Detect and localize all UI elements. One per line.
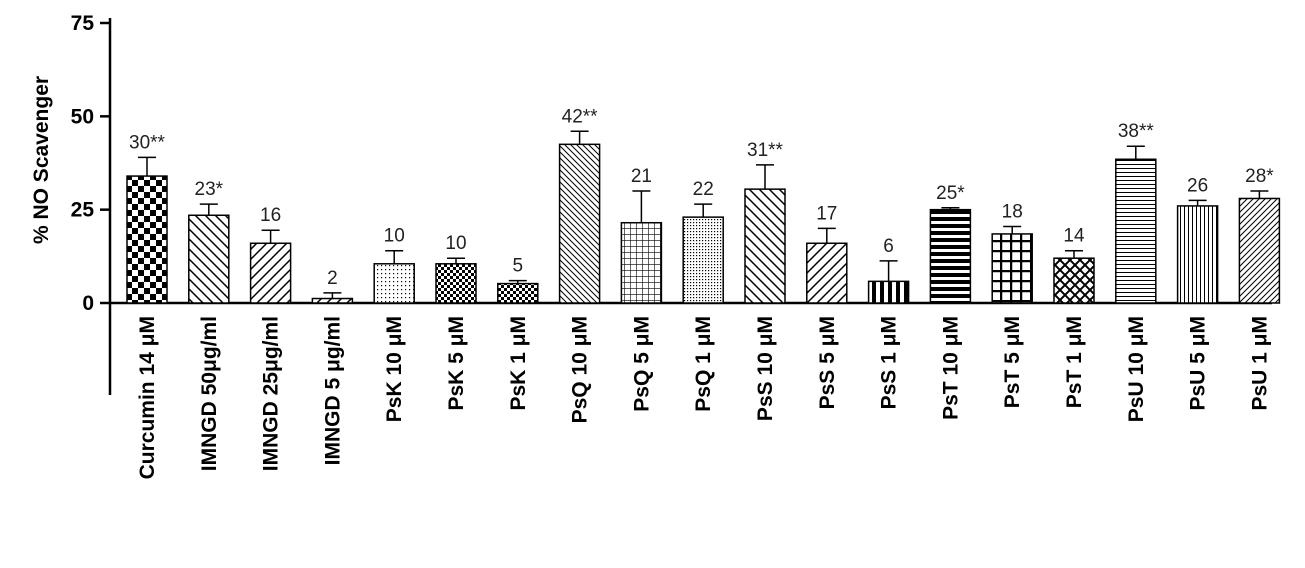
data-label: 18 [1002,201,1023,222]
bar [1053,257,1095,304]
bar [1115,158,1157,304]
x-tick-label: PsU 1 μM [1248,316,1271,411]
bar [867,280,910,304]
x-tick-label: PsT 5 μM [1001,316,1024,408]
data-label: 42** [562,106,599,127]
x-tick-label: PsQ 10 μM [569,316,592,423]
data-label: 10 [384,226,405,247]
x-tick-label: PsU 5 μM [1187,316,1210,411]
y-axis-label: % NO Scavenger [30,76,53,244]
data-label: 21 [631,166,652,187]
x-tick-label: PsQ 5 μM [630,316,653,412]
x-tick-label: PsS 10 μM [754,316,777,421]
bar [558,143,601,304]
x-tick-label: IMNGD 50μg/ml [198,316,221,471]
x-tick-label: IMNGD 5 μg/ml [321,316,344,465]
data-label: 2 [327,268,338,289]
data-label: 22 [693,179,714,200]
data-labels: 30** 23* 16 2 10 10 5 42** 21 22 31** 17 6 25* 18 14 38*… [129,106,1274,289]
x-tick-label: PsQ 1 μM [692,316,715,412]
bar [1176,205,1219,304]
bar [991,233,1033,304]
x-tick-label: IMNGD 25μg/ml [260,316,283,471]
x-tick-label: PsT 1 μM [1063,316,1086,408]
y-tick-label: 75 [71,12,95,35]
x-tick-label: PsK 5 μM [445,316,468,411]
bar [497,282,539,304]
data-label: 25* [936,183,965,204]
data-label: 26 [1187,175,1208,196]
bar [126,175,168,304]
x-tick-label: PsS 5 μM [816,316,839,409]
data-label: 10 [445,233,466,254]
bar [373,263,415,304]
data-label: 17 [816,203,837,224]
bar [929,208,972,304]
data-label: 16 [260,205,281,226]
bar [806,242,848,304]
x-tick-label: PsU 10 μM [1125,316,1148,422]
data-label: 31** [747,140,784,161]
y-tick-label: 25 [71,199,95,222]
x-tick-label: PsS 1 μM [878,316,901,409]
bar [249,242,292,304]
bar [188,214,230,304]
x-tick-label: PsT 10 μM [939,316,962,420]
data-label: 5 [513,256,524,277]
error-bars [138,130,1269,299]
x-tick-label: PsK 10 μM [383,316,406,422]
bar [682,216,724,304]
y-tick-label: 0 [82,292,94,315]
y-ticks: 0 25 50 75 [71,12,110,315]
bars [126,143,1281,304]
data-label: 14 [1063,226,1085,247]
data-label: 23* [195,179,224,200]
data-label: 30** [129,132,166,153]
data-label: 38** [1118,121,1155,142]
x-tick-label: PsK 1 μM [507,316,530,411]
bar [744,188,786,304]
x-tick-label: Curcumin 14 μM [136,316,159,479]
data-label: 28* [1245,166,1274,187]
bar [435,263,477,304]
bar [1238,197,1281,304]
data-label: 6 [883,236,894,257]
axes [108,18,1272,395]
x-tick-labels: Curcumin 14 μM IMNGD 50μg/ml IMNGD 25μg/ml… [136,316,1271,479]
bar [311,297,354,304]
y-tick-label: 50 [71,105,94,128]
bar [620,221,663,304]
